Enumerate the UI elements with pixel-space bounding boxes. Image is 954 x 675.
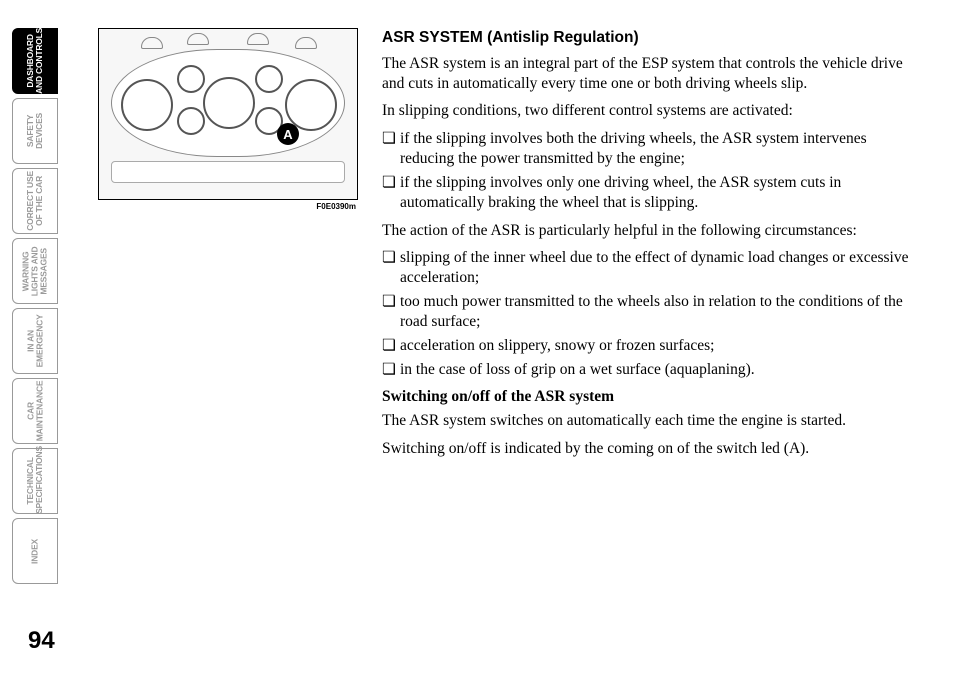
list-item-text: slipping of the inner wheel due to the e… [400, 248, 918, 288]
tab-label: CORRECT USE OF THE CAR [26, 171, 44, 231]
page-content: A F0E0390m ASR SYSTEM (Antislip Regulati… [70, 0, 954, 675]
figure-caption: F0E0390m [98, 202, 358, 211]
vent-icon [247, 33, 269, 45]
list-item-text: too much power transmitted to the wheels… [400, 292, 918, 332]
tab-dashboard-and-controls[interactable]: DASHBOARD AND CONTROLS [12, 28, 58, 94]
tab-label: IN AN EMERGENCY [26, 315, 44, 368]
tab-in-an-emergency[interactable]: IN AN EMERGENCY [12, 308, 58, 374]
tab-label: SAFETY DEVICES [26, 109, 44, 153]
paragraph: The action of the ASR is particularly he… [382, 221, 918, 241]
tab-label: WARNING LIGHTS AND MESSAGES [22, 246, 49, 296]
list-item-text: in the case of loss of grip on a wet sur… [400, 360, 918, 380]
subheading-switching: Switching on/off of the ASR system [382, 387, 918, 407]
tab-label: CAR MAINTENANCE [26, 381, 44, 442]
list-item-text: if the slipping involves only one drivin… [400, 173, 918, 213]
dashboard-figure: A [98, 28, 358, 200]
paragraph: The ASR system switches on automatically… [382, 411, 918, 431]
list-item: ❏ if the slipping involves only one driv… [382, 173, 918, 213]
section-tabs: DASHBOARD AND CONTROLS SAFETY DEVICES CO… [0, 0, 70, 675]
figure-column: A F0E0390m [98, 28, 358, 647]
section-heading-asr: ASR SYSTEM (Antislip Regulation) [382, 28, 918, 48]
tab-correct-use-of-the-car[interactable]: CORRECT USE OF THE CAR [12, 168, 58, 234]
dial-icon [177, 65, 205, 93]
vent-icon [295, 37, 317, 49]
list-item: ❏ if the slipping involves both the driv… [382, 129, 918, 169]
paragraph: Switching on/off is indicated by the com… [382, 439, 918, 459]
bullet-list-2: ❏ slipping of the inner wheel due to the… [382, 248, 918, 379]
paragraph: The ASR system is an integral part of th… [382, 54, 918, 94]
manual-page: DASHBOARD AND CONTROLS SAFETY DEVICES CO… [0, 0, 954, 675]
tab-technical-specifications[interactable]: TECHNICAL SPECIFICATIONS [12, 448, 58, 514]
bullet-mark-icon: ❏ [382, 173, 400, 213]
tab-index[interactable]: INDEX [12, 518, 58, 584]
paragraph: In slipping conditions, two different co… [382, 101, 918, 121]
lower-strip [111, 161, 345, 183]
list-item: ❏ slipping of the inner wheel due to the… [382, 248, 918, 288]
bullet-list-1: ❏ if the slipping involves both the driv… [382, 129, 918, 212]
page-number: 94 [28, 627, 55, 655]
dial-icon [203, 77, 255, 129]
list-item: ❏ acceleration on slippery, snowy or fro… [382, 336, 918, 356]
tab-safety-devices[interactable]: SAFETY DEVICES [12, 98, 58, 164]
bullet-mark-icon: ❏ [382, 248, 400, 288]
tab-label: TECHNICAL SPECIFICATIONS [26, 448, 44, 514]
tab-warning-lights-and-messages[interactable]: WARNING LIGHTS AND MESSAGES [12, 238, 58, 304]
callout-letter: A [283, 127, 292, 142]
tab-car-maintenance[interactable]: CAR MAINTENANCE [12, 378, 58, 444]
vent-icon [141, 37, 163, 49]
tab-label: DASHBOARD AND CONTROLS [26, 28, 44, 94]
dial-icon [177, 107, 205, 135]
list-item-text: acceleration on slippery, snowy or froze… [400, 336, 918, 356]
text-column: ASR SYSTEM (Antislip Regulation) The ASR… [382, 28, 918, 647]
vent-icon [187, 33, 209, 45]
bullet-mark-icon: ❏ [382, 292, 400, 332]
list-item: ❏ too much power transmitted to the whee… [382, 292, 918, 332]
dial-icon [255, 65, 283, 93]
list-item: ❏ in the case of loss of grip on a wet s… [382, 360, 918, 380]
dial-icon [121, 79, 173, 131]
bullet-mark-icon: ❏ [382, 360, 400, 380]
tab-label: INDEX [31, 529, 40, 573]
bullet-mark-icon: ❏ [382, 336, 400, 356]
list-item-text: if the slipping involves both the drivin… [400, 129, 918, 169]
bullet-mark-icon: ❏ [382, 129, 400, 169]
callout-marker-a: A [277, 123, 299, 145]
